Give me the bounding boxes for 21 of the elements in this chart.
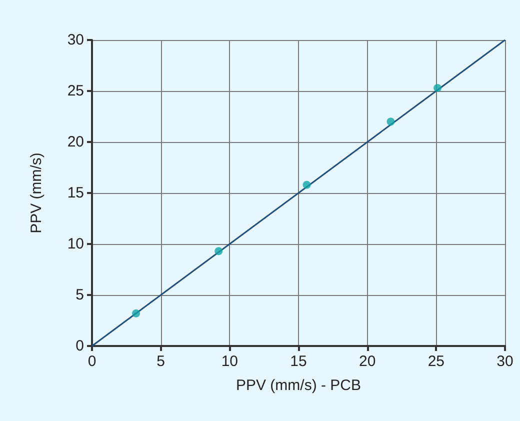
point (386, 118, 395, 126)
point (434, 84, 442, 92)
y-tick-label: 5 (76, 286, 84, 304)
point (214, 247, 223, 256)
y-tick-label: 15 (67, 184, 84, 202)
y-tick-label: 25 (67, 82, 84, 100)
x-axis-title: PPV (mm/s) - PCB (236, 377, 362, 394)
point (132, 309, 140, 318)
y-tick-label: 10 (67, 236, 84, 252)
x-tick-label: 5 (156, 353, 166, 370)
x-tick-label: 25 (428, 353, 445, 370)
point (302, 180, 311, 189)
x-tick-label: 30 (496, 353, 514, 370)
x-tick-label: 15 (290, 353, 307, 370)
x-tick-label: 20 (358, 353, 376, 370)
y-tick-label: 30 (67, 32, 84, 48)
x-tick-label: 10 (221, 353, 238, 370)
y-tick-label: 20 (67, 134, 84, 150)
y-axis-title: PPV (mm/s) (28, 152, 45, 234)
x-tick-label: 0 (88, 353, 96, 370)
y-tick-label: 0 (76, 338, 84, 354)
